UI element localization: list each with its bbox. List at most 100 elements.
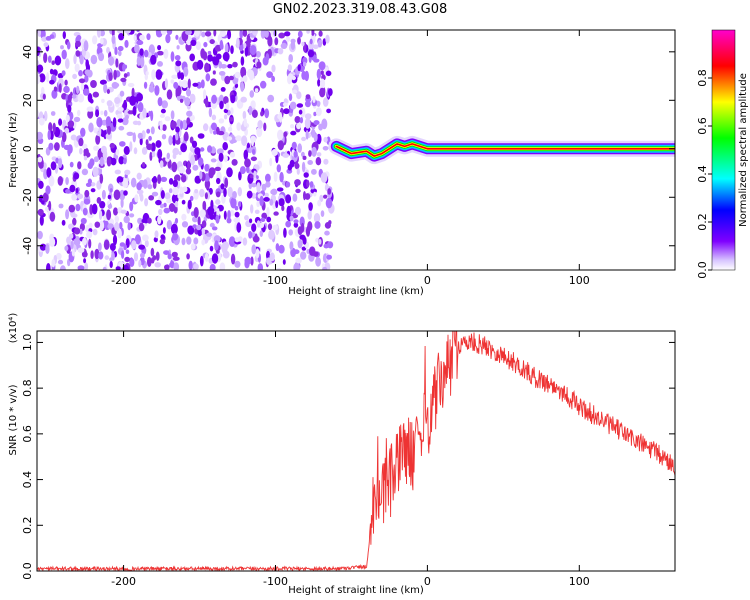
noise-cell bbox=[117, 118, 124, 123]
noise-cell bbox=[323, 136, 328, 143]
noise-cell bbox=[146, 33, 151, 41]
noise-cell bbox=[207, 54, 214, 62]
noise-cell bbox=[131, 240, 137, 250]
noise-cell bbox=[199, 188, 205, 198]
noise-cell bbox=[214, 240, 219, 251]
noise-cell bbox=[232, 191, 237, 199]
noise-cell bbox=[229, 151, 236, 158]
noise-cell bbox=[143, 179, 148, 189]
noise-cell bbox=[143, 81, 148, 89]
noise-cell bbox=[323, 194, 328, 199]
noise-cell bbox=[71, 94, 77, 99]
noise-cell bbox=[157, 215, 162, 225]
noise-cell bbox=[269, 198, 274, 206]
noise-cell bbox=[324, 222, 331, 229]
noise-cell bbox=[160, 190, 165, 199]
noise-cell bbox=[48, 175, 55, 187]
noise-cell bbox=[81, 251, 88, 258]
noise-cell bbox=[115, 58, 119, 68]
noise-cell bbox=[228, 236, 236, 248]
noise-cell bbox=[305, 130, 309, 140]
noise-cell bbox=[60, 265, 66, 270]
noise-cell bbox=[293, 262, 301, 270]
noise-cell bbox=[81, 168, 89, 176]
noise-cell bbox=[92, 166, 99, 177]
noise-cell bbox=[263, 122, 267, 132]
noise-cell bbox=[323, 158, 329, 165]
spectrogram-y-tick-label: 40 bbox=[21, 45, 34, 59]
noise-cell bbox=[87, 109, 94, 119]
noise-cell bbox=[38, 73, 46, 83]
noise-cell bbox=[242, 75, 248, 83]
noise-cell bbox=[155, 199, 162, 206]
noise-cell bbox=[297, 143, 303, 153]
noise-cell bbox=[52, 122, 56, 133]
noise-cell bbox=[316, 68, 322, 80]
noise-cell bbox=[174, 200, 179, 208]
noise-cell bbox=[103, 110, 108, 117]
noise-cell bbox=[95, 109, 100, 118]
noise-cell bbox=[189, 93, 196, 104]
noise-cell bbox=[190, 154, 196, 166]
noise-cell bbox=[211, 253, 219, 264]
noise-cell bbox=[204, 163, 210, 172]
noise-cell bbox=[99, 173, 104, 184]
noise-cell bbox=[303, 172, 309, 178]
noise-cell bbox=[217, 130, 225, 136]
noise-cell bbox=[296, 168, 300, 175]
noise-cell bbox=[322, 266, 328, 270]
noise-cell bbox=[137, 132, 143, 140]
noise-cell bbox=[131, 87, 135, 98]
noise-cell bbox=[223, 108, 229, 114]
noise-cell bbox=[99, 156, 104, 167]
noise-cell bbox=[120, 209, 128, 214]
noise-cell bbox=[98, 251, 104, 260]
noise-cell bbox=[240, 56, 245, 66]
noise-cell bbox=[64, 127, 70, 134]
noise-cell bbox=[240, 66, 247, 78]
noise-cell bbox=[123, 215, 130, 224]
noise-cell bbox=[79, 228, 83, 235]
noise-cell bbox=[290, 124, 295, 129]
noise-cell bbox=[138, 244, 146, 250]
spectrogram-x-tick-label: -200 bbox=[111, 274, 136, 287]
noise-cell bbox=[42, 93, 46, 100]
noise-cell bbox=[215, 199, 221, 205]
noise-cell bbox=[226, 30, 232, 40]
colorbar-tick-label: 0.0 bbox=[696, 261, 709, 279]
noise-cell bbox=[70, 134, 77, 141]
noise-cell bbox=[301, 151, 305, 157]
noise-cell bbox=[300, 251, 307, 260]
noise-cell bbox=[315, 157, 322, 166]
noise-cell bbox=[222, 241, 229, 250]
noise-cell bbox=[114, 215, 120, 223]
noise-cell bbox=[249, 90, 255, 98]
noise-cell bbox=[271, 75, 275, 82]
noise-cell bbox=[203, 98, 208, 105]
noise-cell bbox=[200, 79, 205, 89]
noise-cell bbox=[90, 54, 98, 65]
noise-cell bbox=[269, 157, 273, 167]
noise-cell bbox=[157, 61, 163, 67]
noise-cell bbox=[123, 99, 128, 111]
noise-cell bbox=[148, 110, 152, 117]
noise-cell bbox=[65, 58, 70, 70]
noise-cell bbox=[159, 203, 164, 209]
noise-cell bbox=[166, 30, 173, 35]
noise-cell bbox=[182, 186, 188, 193]
noise-cell bbox=[278, 32, 286, 39]
noise-cell bbox=[227, 210, 231, 220]
snr-x-tick-label: -100 bbox=[263, 575, 288, 588]
noise-cell bbox=[212, 70, 216, 75]
noise-cell bbox=[291, 75, 297, 81]
noise-cell bbox=[147, 256, 152, 267]
noise-cell bbox=[45, 185, 51, 195]
noise-cell bbox=[156, 50, 164, 56]
noise-cell bbox=[129, 95, 137, 106]
noise-cell bbox=[150, 247, 155, 257]
noise-cell bbox=[113, 189, 121, 201]
noise-cell bbox=[312, 96, 316, 103]
noise-cell bbox=[62, 31, 66, 40]
noise-cell bbox=[150, 126, 155, 135]
noise-cell bbox=[265, 53, 270, 62]
